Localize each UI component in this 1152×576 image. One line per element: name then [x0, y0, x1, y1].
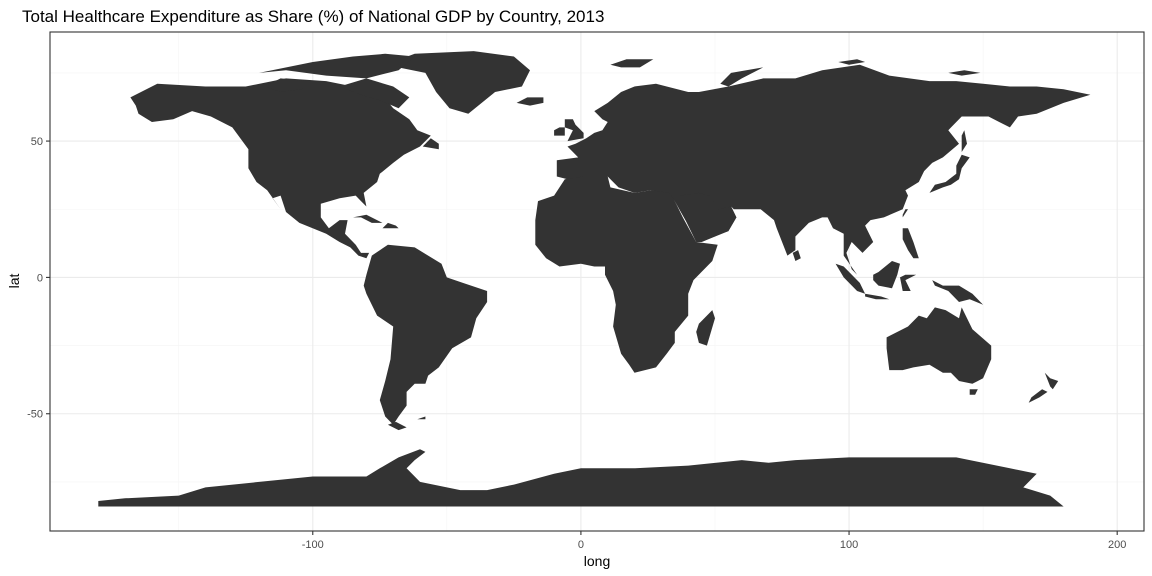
x-tick-label: 0	[578, 539, 584, 551]
land-new-siberian-islands	[948, 70, 981, 76]
land-victoria-island	[264, 78, 308, 92]
land-canadian-arctic-islands	[259, 53, 415, 79]
land-baffin-island	[339, 78, 410, 109]
land-taiwan	[902, 209, 908, 218]
land-sakhalin	[961, 130, 967, 152]
land-novaya-zemlya	[720, 67, 764, 87]
y-axis: -50 0 50	[27, 136, 50, 421]
land-cuba	[353, 214, 383, 223]
land-masses	[98, 51, 1091, 507]
land-java	[865, 293, 890, 300]
x-tick-label: -100	[302, 539, 324, 551]
land-hispaniola	[382, 222, 399, 229]
x-axis-label: long	[584, 553, 610, 569]
land-british-isles	[564, 119, 584, 142]
land-ireland	[554, 127, 565, 136]
land-falklands	[417, 416, 426, 420]
y-axis-label: lat	[6, 274, 22, 289]
land-japan	[929, 154, 970, 193]
y-tick-label: 50	[31, 136, 43, 148]
y-tick-label: 0	[37, 272, 43, 284]
land-sri-lanka	[792, 250, 801, 261]
land-africa	[535, 176, 718, 373]
x-tick-label: 200	[1108, 539, 1126, 551]
panel-border	[49, 31, 1145, 532]
land-severnaya-zemlya	[838, 59, 866, 65]
land-new-zealand-north	[1044, 372, 1059, 390]
chart-title: Total Healthcare Expenditure as Share (%…	[22, 7, 604, 26]
land-sumatra	[835, 263, 866, 294]
land-australia	[886, 307, 992, 384]
land-new-guinea	[932, 280, 984, 305]
land-sulawesi	[900, 274, 917, 291]
land-antarctica	[98, 449, 1064, 507]
y-tick-label: -50	[27, 409, 43, 421]
land-madagascar	[696, 310, 715, 346]
land-south-america	[363, 244, 488, 425]
x-tick-label: 100	[840, 539, 858, 551]
land-north-america	[130, 78, 431, 259]
land-tasmania	[969, 389, 978, 395]
land-iceland	[516, 97, 544, 106]
land-arabian-peninsula	[674, 192, 737, 242]
land-philippines	[902, 228, 919, 259]
x-axis: -100 0 100 200	[302, 531, 1126, 551]
land-tierra-del-fuego	[387, 421, 407, 431]
land-svalbard	[610, 59, 654, 68]
land-newfoundland	[422, 138, 439, 150]
plot-panel	[49, 31, 1145, 532]
land-new-zealand-south	[1028, 389, 1048, 403]
land-greenland	[385, 51, 530, 114]
land-borneo	[873, 261, 900, 289]
